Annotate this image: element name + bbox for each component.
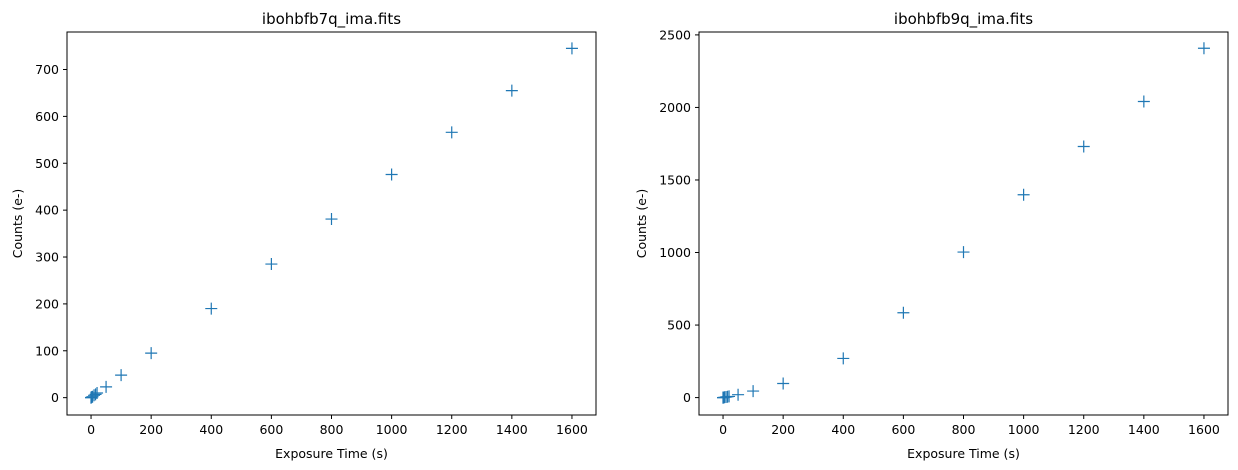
y-tick-label: 2500 [659, 27, 691, 42]
y-tick-label: 0 [683, 390, 691, 405]
x-tick-label: 1000 [1008, 422, 1040, 437]
plot-frame [66, 31, 597, 416]
y-tick-label: 2000 [659, 100, 691, 115]
y-tick-label: 600 [35, 109, 59, 124]
y-tick-label: 200 [35, 296, 59, 311]
data-point [837, 352, 850, 365]
y-tick-label: 300 [35, 250, 59, 265]
data-point [91, 386, 104, 399]
data-point [145, 347, 158, 360]
data-point [325, 213, 338, 226]
data-points [717, 42, 1210, 404]
x-tick-label: 1600 [556, 422, 588, 437]
chart-title: ibohbfb7q_ima.fits [262, 10, 401, 29]
y-tick-label: 500 [667, 318, 691, 333]
data-point [445, 126, 458, 139]
data-point [957, 246, 970, 259]
data-point [100, 380, 113, 393]
x-tick-label: 1000 [376, 422, 408, 437]
data-point [897, 306, 910, 319]
axis-ticks: 0 200 400 600 800 1000 1200 1400 1600 0 500 1000 150… [659, 27, 1220, 437]
data-point [1137, 95, 1150, 108]
chart-right: ibohbfb9q_ima.fits Exposure Time (s) Cou… [634, 10, 1229, 461]
x-tick-label: 800 [952, 422, 976, 437]
y-tick-label: 1000 [659, 245, 691, 260]
y-tick-label: 1500 [659, 172, 691, 187]
x-tick-label: 0 [719, 422, 727, 437]
chart-left: ibohbfb7q_ima.fits Exposure Time (s) Cou… [10, 10, 597, 461]
data-point [1017, 188, 1030, 201]
x-tick-label: 800 [320, 422, 344, 437]
x-tick-label: 200 [139, 422, 163, 437]
data-point [723, 390, 736, 403]
x-tick-label: 200 [771, 422, 795, 437]
data-point [1197, 42, 1210, 55]
x-tick-label: 0 [87, 422, 95, 437]
data-point [777, 377, 790, 390]
x-tick-label: 400 [831, 422, 855, 437]
x-tick-label: 600 [891, 422, 915, 437]
data-point [1077, 140, 1090, 153]
x-tick-label: 1400 [496, 422, 528, 437]
y-tick-label: 500 [35, 156, 59, 171]
axis-ticks: 0 200 400 600 800 1000 1200 1400 1600 0 100 200 300 4… [35, 62, 588, 437]
x-tick-label: 1400 [1128, 422, 1160, 437]
data-point [747, 385, 760, 398]
data-points [85, 42, 578, 404]
x-tick-label: 600 [259, 422, 283, 437]
plot-frame [698, 31, 1229, 416]
x-tick-label: 1200 [1068, 422, 1100, 437]
y-axis-label: Counts (e-) [10, 189, 25, 259]
x-tick-label: 1200 [436, 422, 468, 437]
chart-title: ibohbfb9q_ima.fits [894, 10, 1033, 29]
data-point [565, 42, 578, 55]
data-point [505, 84, 518, 97]
x-axis-label: Exposure Time (s) [907, 446, 1020, 461]
data-point [265, 258, 278, 271]
data-point [88, 389, 101, 402]
x-axis-label: Exposure Time (s) [275, 446, 388, 461]
data-point [115, 369, 128, 382]
data-point [205, 302, 218, 315]
y-tick-label: 100 [35, 343, 59, 358]
x-tick-label: 1600 [1188, 422, 1220, 437]
data-point [89, 388, 102, 401]
data-point [385, 168, 398, 181]
data-point [732, 388, 745, 401]
x-tick-label: 400 [199, 422, 223, 437]
y-tick-label: 700 [35, 62, 59, 77]
y-axis-label: Counts (e-) [634, 189, 649, 259]
y-tick-label: 400 [35, 203, 59, 218]
y-tick-label: 0 [51, 390, 59, 405]
